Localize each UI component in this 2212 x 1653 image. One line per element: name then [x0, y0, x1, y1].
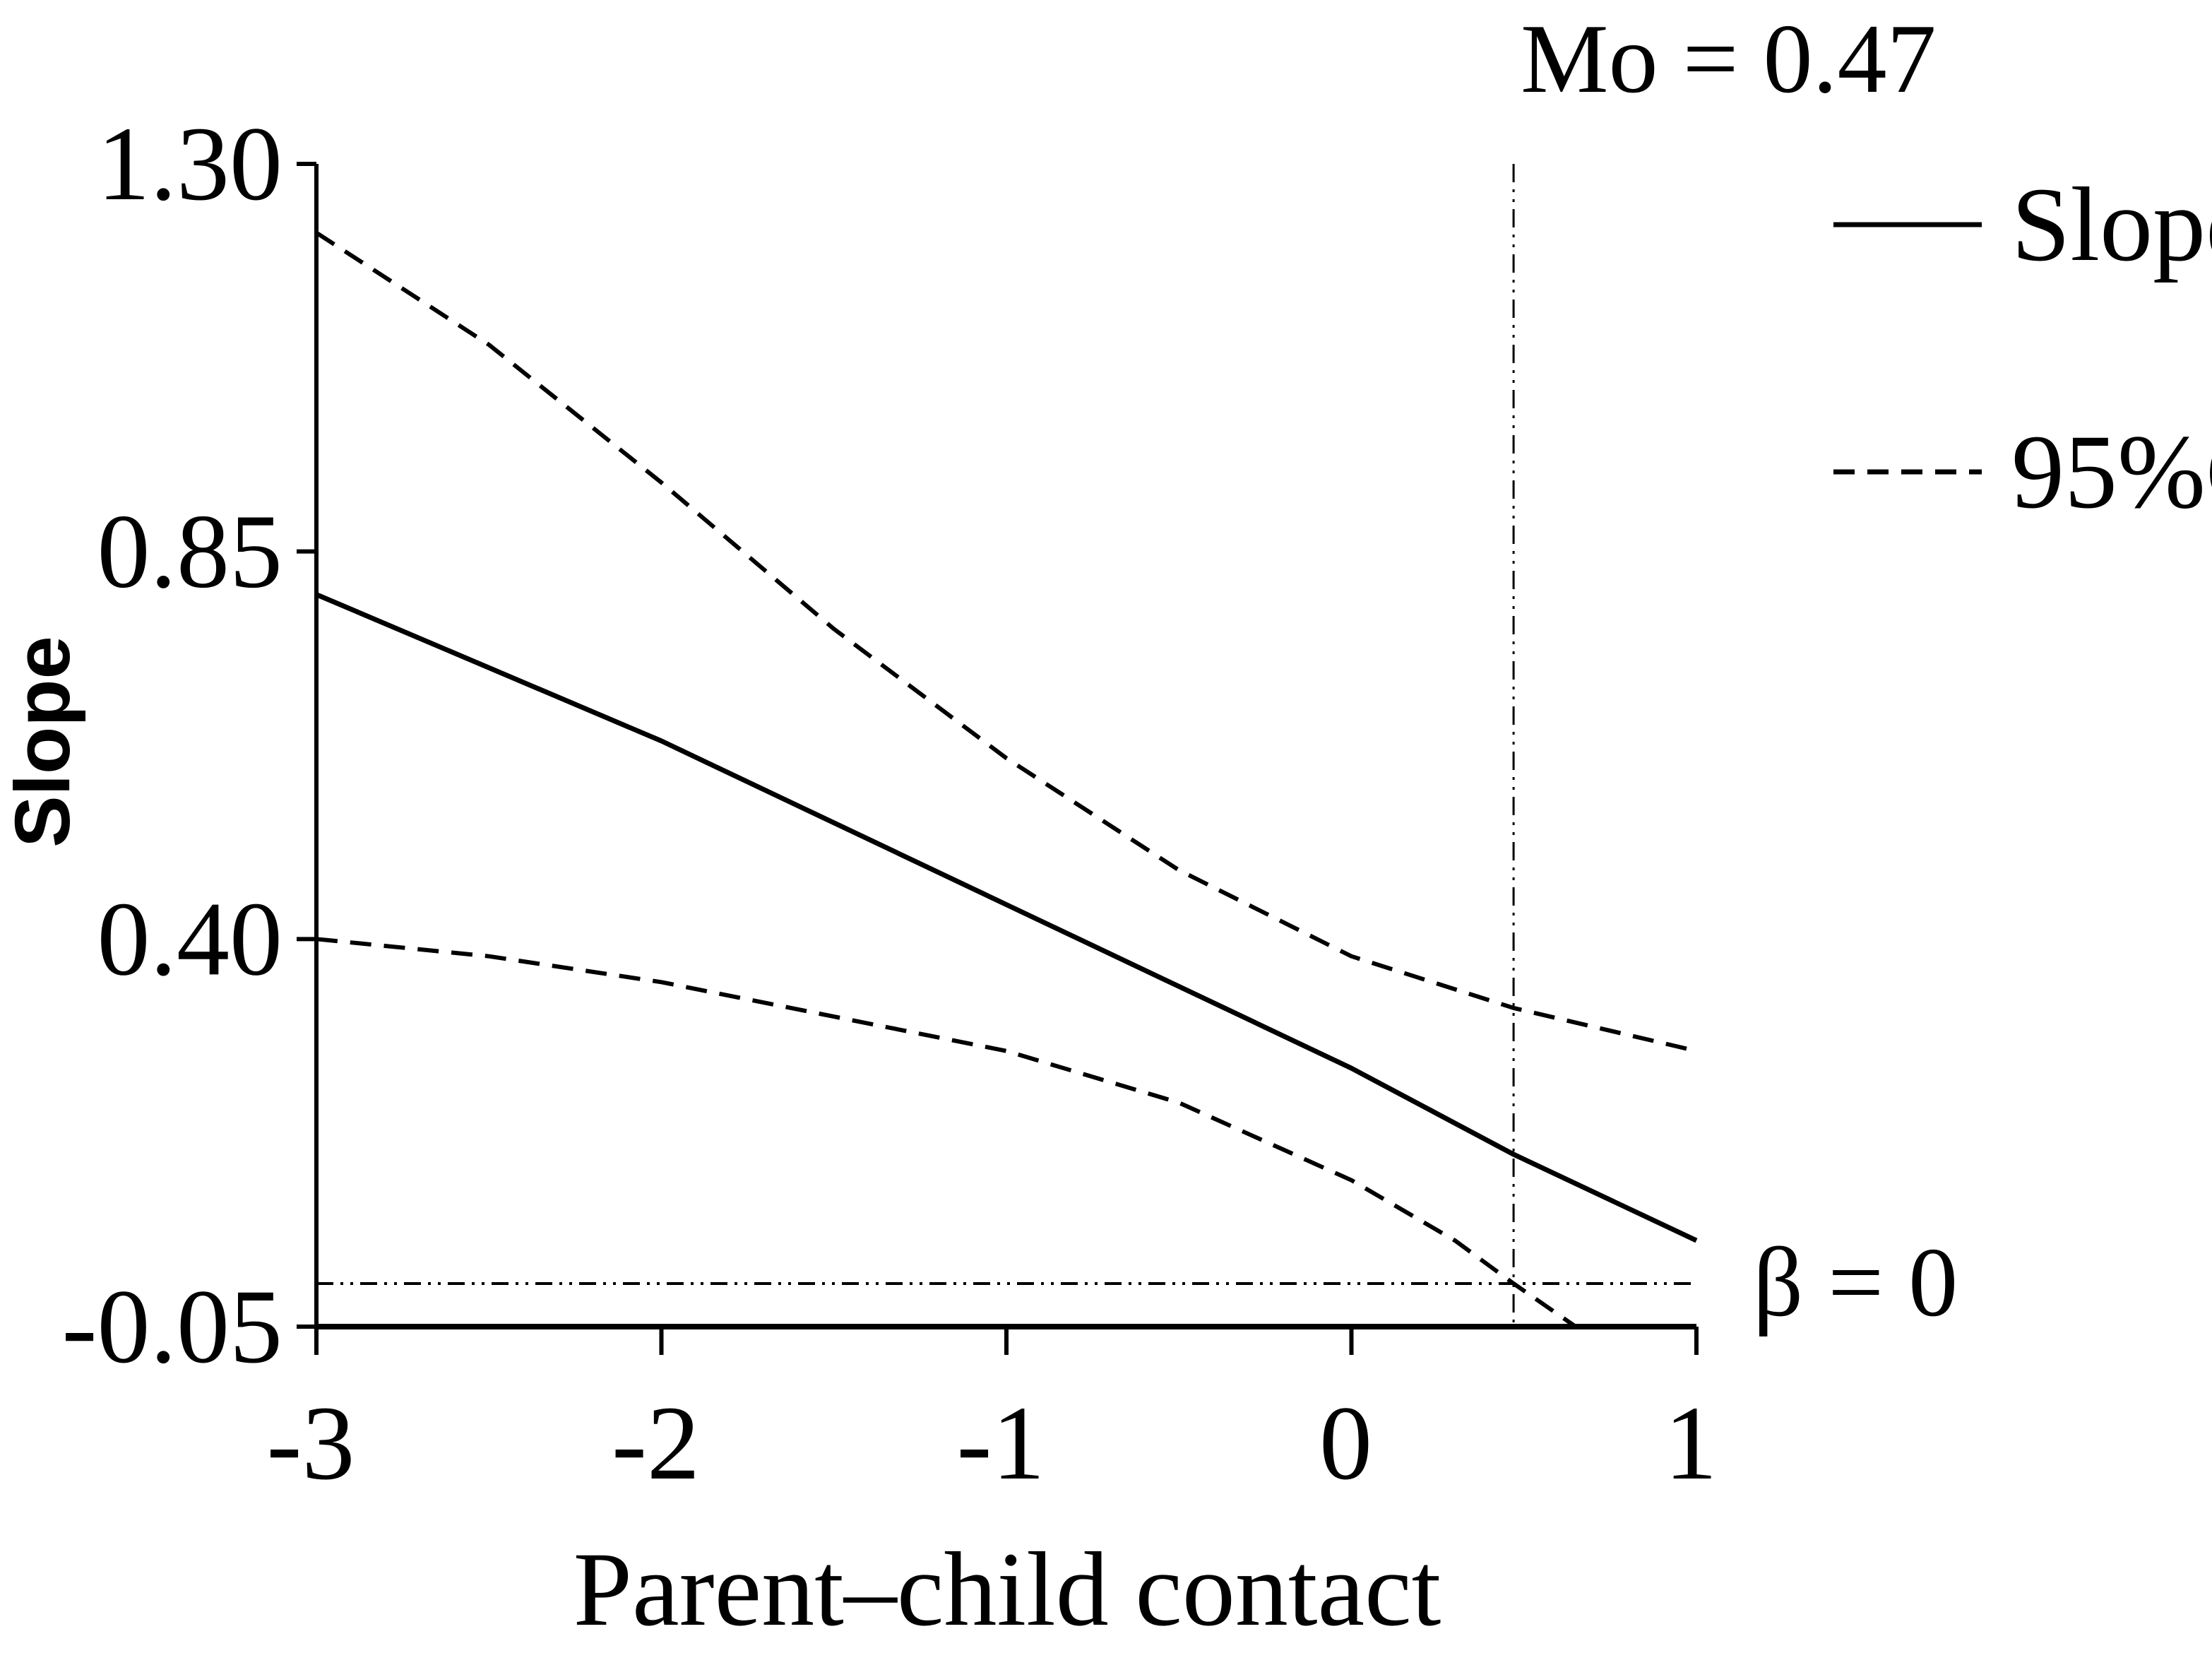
series-lines [315, 230, 1698, 1329]
legend-slope-label: Slope [2011, 166, 2212, 283]
y-axis-title: Slope [0, 636, 86, 848]
x-axis-title: Parent–child contact [573, 1531, 1441, 1648]
y-tick-label: 0.40 [97, 880, 283, 997]
x-tick-label: -1 [957, 1385, 1045, 1502]
slope-line [315, 592, 1698, 1243]
x-tick-label: 1 [1665, 1385, 1718, 1502]
axes [297, 162, 1699, 1355]
legend: Slope 95%CI [1833, 166, 2212, 531]
legend-ci-label: 95%CI [2011, 413, 2212, 531]
moderator-value-label: Mo = 0.47 [1521, 4, 1936, 114]
y-tick-label: 0.85 [97, 493, 283, 610]
ci-upper-line [315, 230, 1697, 1053]
y-tick-label: 1.30 [97, 105, 283, 223]
ci-lower-line [316, 937, 1577, 1329]
tick-labels: -0.05 0.40 0.85 1.30 -3 -2 -1 0 1 [62, 105, 1718, 1502]
x-tick-label: 0 [1319, 1385, 1372, 1502]
x-tick-label: -2 [612, 1385, 700, 1502]
annotations: β = 0 Mo = 0.47 [1521, 4, 1958, 1337]
beta-zero-label: β = 0 [1753, 1228, 1958, 1337]
x-tick-label: -3 [267, 1385, 355, 1502]
y-tick-label: -0.05 [62, 1268, 283, 1385]
reference-lines [316, 164, 1696, 1327]
